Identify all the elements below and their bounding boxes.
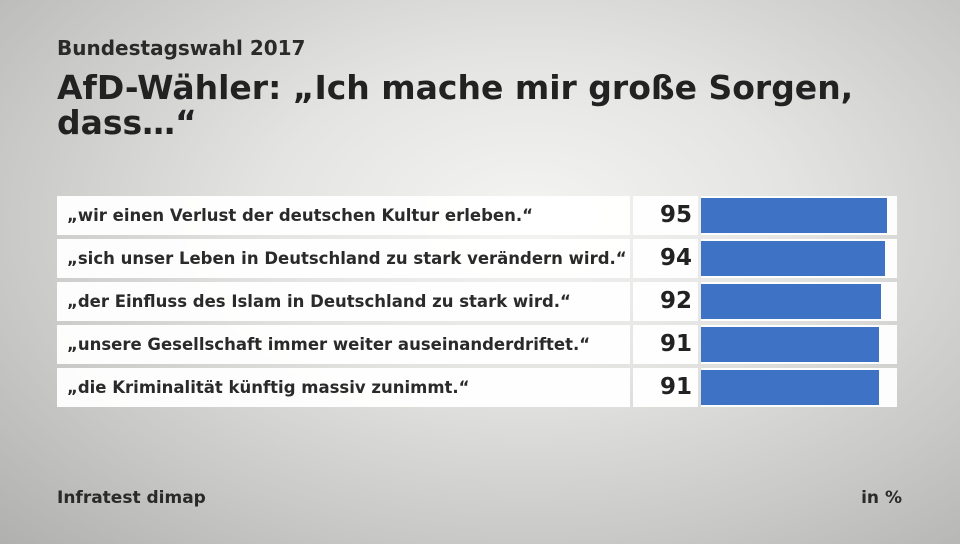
bar: [701, 198, 888, 233]
bar: [701, 370, 880, 405]
chart-row: „der Einfluss des Islam in Deutschland z…: [57, 282, 897, 321]
bar: [701, 327, 880, 362]
category-label: „der Einfluss des Islam in Deutschland z…: [57, 282, 630, 321]
bar-track: [701, 282, 897, 321]
chart-row: „sich unser Leben in Deutschland zu star…: [57, 239, 897, 278]
bar: [701, 241, 886, 276]
value-label: 91: [633, 325, 698, 364]
bar-track: [701, 196, 897, 235]
value-label: 94: [633, 239, 698, 278]
category-label: „die Kriminalität künftig massiv zunimmt…: [57, 368, 630, 407]
bar-track: [701, 239, 897, 278]
chart-row: „die Kriminalität künftig massiv zunimmt…: [57, 368, 897, 407]
value-label: 91: [633, 368, 698, 407]
unit-label: in %: [861, 488, 902, 508]
chart-subtitle: Bundestagswahl 2017: [57, 36, 306, 60]
chart-title: AfD-Wähler: „Ich mache mir große Sorgen,…: [57, 68, 854, 142]
bar: [701, 284, 882, 319]
category-label: „sich unser Leben in Deutschland zu star…: [57, 239, 630, 278]
bar-track: [701, 325, 897, 364]
source-label: Infratest dimap: [57, 488, 206, 508]
category-label: „wir einen Verlust der deutschen Kultur …: [57, 196, 630, 235]
bar-track: [701, 368, 897, 407]
value-label: 95: [633, 196, 698, 235]
value-label: 92: [633, 282, 698, 321]
bar-chart: „wir einen Verlust der deutschen Kultur …: [57, 196, 897, 410]
chart-row: „wir einen Verlust der deutschen Kultur …: [57, 196, 897, 235]
chart-row: „unsere Gesellschaft immer weiter ausein…: [57, 325, 897, 364]
category-label: „unsere Gesellschaft immer weiter ausein…: [57, 325, 630, 364]
